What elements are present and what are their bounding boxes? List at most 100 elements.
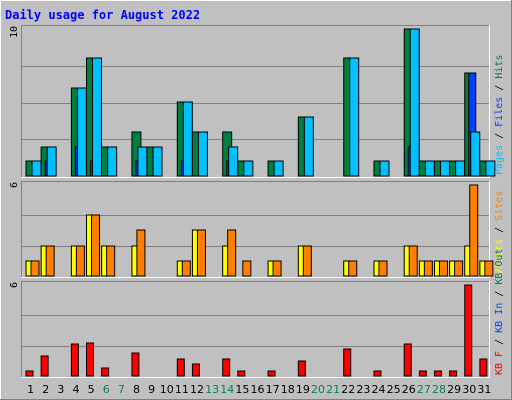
bar-pages-day-2 [46,146,57,177]
bar-pages-day-22 [349,57,360,177]
legend-entry: KB Out [494,249,505,285]
bar-kbytes-day-26 [403,343,412,377]
bar-pages-day-5 [92,57,103,177]
bar-sites-day-14 [227,229,237,277]
day-label: 23 [356,383,370,396]
day-label: 8 [133,383,140,396]
day-label: 30 [462,383,476,396]
bar-kbytes-day-6 [101,367,110,377]
bar-sites-day-30 [469,184,479,277]
day-label: 22 [341,383,355,396]
bar-pages-day-12 [197,131,208,177]
bar-kbytes-day-30 [464,284,473,377]
bar-kbytes-day-14 [222,358,231,377]
bar-sites-day-31 [484,260,494,277]
day-label: 16 [251,383,265,396]
day-label: 21 [326,383,340,396]
bar-sites-day-22 [348,260,358,277]
day-label: 6 [103,383,110,396]
bar-sites-day-12 [196,229,206,277]
bar-kbytes-day-31 [479,358,488,377]
day-label: 2 [42,383,49,396]
day-label: 3 [57,383,64,396]
day-label: 15 [235,383,249,396]
bar-sites-day-24 [378,260,388,277]
panel-kbytes: 6 KB F / KB In / KB Out [9,249,505,378]
bar-sites-day-5 [91,214,101,277]
bar-pages-day-30 [470,131,481,177]
chart-panels: 10 Pages / Files / Hits 6 Visits / Sites 6 KB… [9,25,505,378]
legend-separator: / [494,221,505,239]
bar-pages-day-17 [273,160,284,177]
bar-pages-day-28 [439,160,450,177]
bar-kbytes-day-27 [418,370,427,377]
bar-kbytes-day-29 [449,370,458,377]
bar-kbytes-day-22 [343,348,352,377]
bar-pages-day-26 [409,28,420,177]
bar-kbytes-day-1 [25,370,34,377]
bar-kbytes-day-17 [267,370,276,377]
bar-sites-day-17 [272,260,282,277]
bar-kbytes-day-28 [433,370,442,377]
y-max-label: 6 [9,282,20,288]
day-label: 28 [432,383,446,396]
bar-pages-day-19 [303,116,314,177]
day-label: 27 [417,383,431,396]
y-max-label: 6 [9,182,20,188]
bar-pages-day-6 [107,146,118,177]
legend-separator: / [494,79,505,97]
day-label: 17 [266,383,280,396]
bar-pages-day-4 [76,87,87,177]
bar-sites-day-19 [302,245,312,277]
bar-pages-day-11 [182,101,193,177]
day-label: 19 [296,383,310,396]
day-label: 26 [402,383,416,396]
bar-kbytes-day-24 [373,370,382,377]
day-label: 7 [118,383,125,396]
bar-sites-day-2 [45,245,55,277]
day-label: 1 [27,383,34,396]
legend-entry: Pages [494,145,505,175]
day-labels: 1 2 3 4 5 6 7 8 9 10 11 12 13 14 15 16 17 18 19 20 21 22 23 24 2… [27,383,491,396]
bar-kbytes-day-4 [70,343,79,377]
bar-sites-day-8 [136,229,146,277]
panel-legend: Pages / Files / Hits [494,55,505,175]
bar-sites-day-26 [408,245,418,277]
bar-sites-day-4 [75,245,85,277]
legend-separator: / [494,333,505,351]
bar-pages-day-15 [243,160,254,177]
bar-kbytes-day-8 [131,352,140,377]
legend-entry: Files [494,97,505,127]
panel-legend: KB F / KB In / KB Out [494,249,505,375]
bar-sites-day-11 [181,260,191,277]
legend-entry: Visits [494,239,505,275]
bar-sites-day-28 [438,260,448,277]
bar-kbytes-day-2 [40,355,49,377]
bar-pages-day-14 [228,146,239,177]
panel-visits-sites: 6 Visits / Sites [9,181,505,278]
y-max-label: 10 [9,26,20,38]
bar-kbytes-day-19 [297,360,306,377]
day-label: 18 [281,383,295,396]
day-label: 12 [190,383,204,396]
bar-pages-day-8 [137,146,148,177]
chart-title: Daily usage for August 2022 [5,8,200,22]
legend-entry: Hits [494,55,505,79]
day-label: 13 [205,383,219,396]
bar-sites-day-15 [242,260,252,277]
day-label: 10 [160,383,174,396]
bar-kbytes-day-15 [237,370,246,377]
legend-entry: Sites [494,191,505,221]
day-label: 11 [175,383,189,396]
legend-entry: KB F [494,351,505,375]
legend-entry: KB In [494,303,505,333]
bar-pages-day-31 [485,160,496,177]
bar-kbytes-day-12 [191,363,200,377]
bar-kbytes-day-11 [176,358,185,377]
bar-sites-day-1 [30,260,40,277]
bar-pages-day-1 [31,160,42,177]
day-label: 20 [311,383,325,396]
panel-background [21,281,490,378]
day-label: 5 [88,383,95,396]
